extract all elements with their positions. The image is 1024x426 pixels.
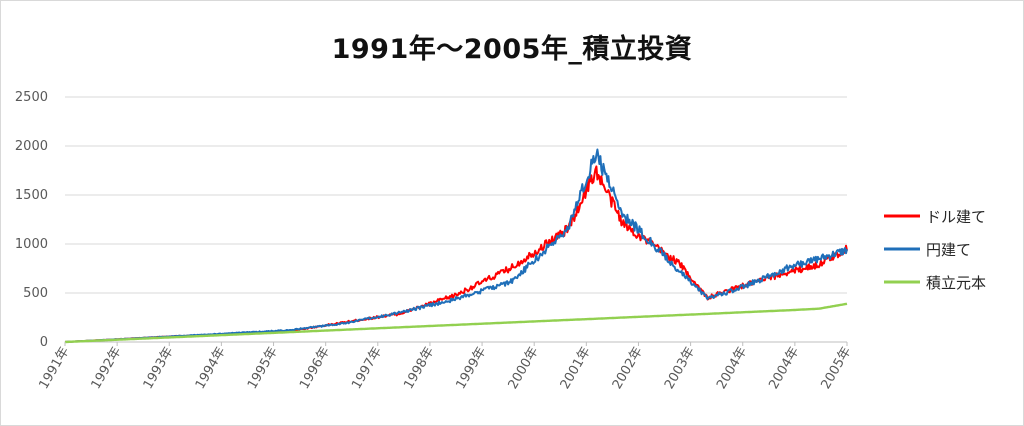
legend-label: 円建て	[926, 241, 971, 259]
chart-title: 1991年～2005年_積立投資	[331, 34, 693, 65]
x-tick-label: 1995年	[245, 345, 281, 392]
y-tick-label: 2500	[15, 90, 48, 105]
y-tick-label: 1500	[15, 188, 48, 203]
grid-layer	[65, 96, 847, 343]
series-layer	[64, 148, 848, 344]
y-tick-label: 1000	[15, 237, 48, 252]
x-tick-label: 2002年	[610, 345, 646, 392]
x-tick-label: 1996年	[297, 345, 333, 392]
x-tick-label: 2004年	[766, 345, 802, 392]
y-tick-label: 0	[40, 335, 48, 350]
x-tick-label: 1997年	[349, 345, 385, 392]
x-tick-label: 1992年	[89, 345, 125, 392]
y-tick-label: 2000	[15, 139, 48, 154]
x-tick-label: 1998年	[401, 345, 437, 392]
x-tick-label: 2003年	[662, 345, 698, 392]
x-tick-label: 2004年	[714, 345, 750, 392]
x-tick-label: 2005年	[818, 345, 854, 392]
x-tick-label: 1991年	[36, 345, 72, 392]
series-line-1	[64, 165, 848, 343]
series-line-3	[64, 302, 848, 344]
x-tick-label: 1994年	[193, 345, 229, 392]
legend-label: 積立元本	[926, 274, 986, 292]
y-tick-label: 500	[23, 286, 48, 301]
x-tick-label: 2001年	[558, 345, 594, 392]
legend-label: ドル建て	[926, 208, 986, 226]
axis-layer: 0 500 1000 1500 2000 2500 1991年 1992年 1993年 1994年…	[15, 90, 855, 392]
x-tick-label: 1993年	[141, 345, 177, 392]
x-tick-label: 1999年	[453, 344, 489, 391]
x-tick-label: 2000年	[506, 345, 542, 392]
